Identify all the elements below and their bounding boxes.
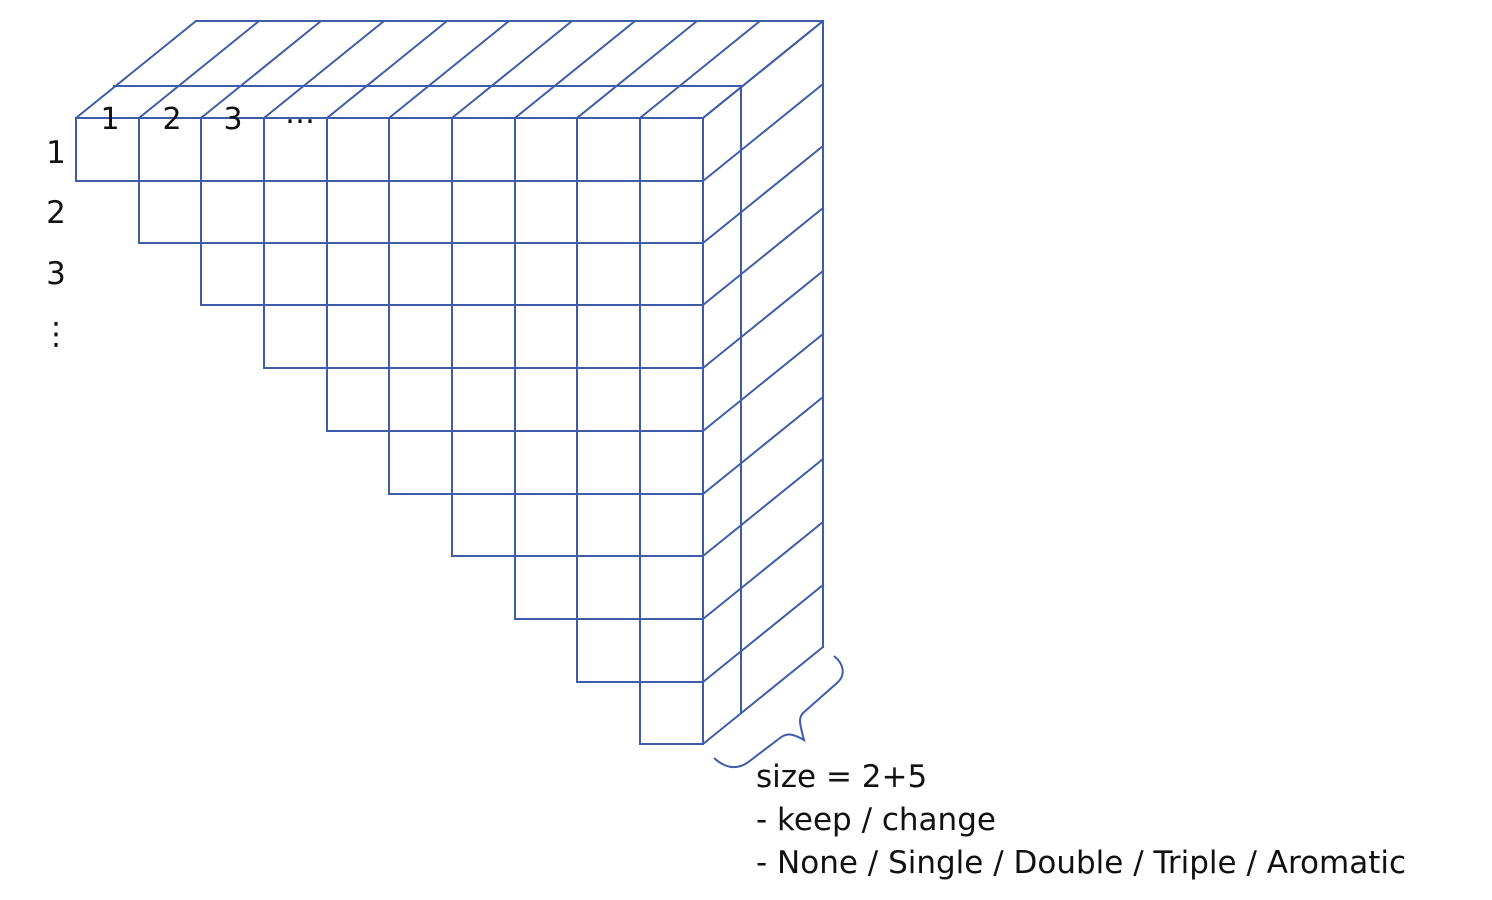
row-labels: 1 2 3 ⋮: [41, 135, 72, 352]
right-depth-line: [703, 397, 823, 494]
column-label-1: 1: [100, 102, 119, 137]
tensor-depth-lines: [76, 21, 823, 744]
right-depth-line: [703, 647, 823, 744]
column-label-3: 3: [223, 102, 242, 137]
upper-triangular-grid: [76, 118, 703, 744]
right-depth-line: [703, 208, 823, 305]
column-label-2: 2: [162, 102, 181, 137]
right-depth-line: [703, 146, 823, 243]
column-label-ellipsis: …: [285, 96, 315, 131]
right-depth-line: [703, 334, 823, 431]
row-label-2: 2: [46, 195, 66, 231]
bond-types-text: - None / Single / Double / Triple / Arom…: [756, 842, 1406, 885]
top-depth-line: [327, 21, 447, 118]
row-label-3: 3: [46, 256, 66, 292]
top-depth-line: [264, 21, 384, 118]
tensor-size-annotation: size = 2+5 - keep / change - None / Sing…: [756, 756, 1406, 885]
right-depth-line: [703, 21, 823, 118]
right-depth-line: [703, 585, 823, 682]
right-depth-line: [703, 84, 823, 181]
row-label-1: 1: [46, 135, 66, 171]
top-depth-line: [515, 21, 635, 118]
top-depth-line: [577, 21, 697, 118]
right-depth-line: [703, 459, 823, 556]
right-depth-line: [703, 522, 823, 619]
row-label-ellipsis: ⋮: [41, 316, 72, 352]
depth-brace: [714, 656, 843, 767]
right-depth-line: [703, 271, 823, 368]
top-depth-line: [452, 21, 572, 118]
top-depth-line: [389, 21, 509, 118]
keep-change-text: - keep / change: [756, 799, 1406, 842]
size-text: size = 2+5: [756, 756, 1406, 799]
